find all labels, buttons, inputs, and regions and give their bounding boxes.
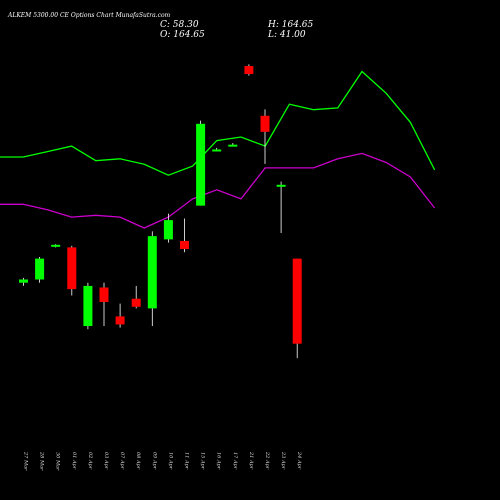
candle-body (115, 316, 125, 325)
candle-body (212, 149, 222, 152)
x-tick-label: 27 Mar (23, 451, 29, 471)
low-readout: L: 41.00 (267, 30, 306, 40)
x-tick-label: 07 Apr (119, 452, 125, 470)
candle (276, 181, 286, 233)
candle-body (180, 240, 189, 249)
candle-body (99, 287, 109, 302)
candle (51, 244, 61, 248)
candle-body (276, 184, 286, 187)
bands-layer (0, 70, 436, 229)
candle (83, 282, 93, 330)
x-tick-label: 01 Apr (71, 452, 77, 470)
candle-body (83, 285, 93, 327)
candle-body (292, 258, 302, 344)
candle (180, 218, 189, 253)
x-tick-label: 11 Apr (184, 452, 190, 470)
candles-layer (19, 64, 302, 359)
candle (67, 245, 77, 296)
candle-body (19, 279, 28, 283)
x-tick-label: 23 Apr (280, 451, 286, 470)
candle (212, 147, 222, 152)
candle-body (163, 220, 173, 240)
candle-body (147, 236, 157, 309)
candle (115, 303, 125, 328)
candle (163, 213, 173, 243)
candle-body (67, 247, 77, 290)
lower-band-line (0, 152, 436, 229)
candle (19, 277, 28, 286)
x-tick-label: 21 Apr (248, 451, 254, 470)
chart-title: ALKEM 5300.00 CE Options Chart MunafaSut… (7, 12, 171, 19)
candle (99, 282, 109, 327)
x-tick-label: 28 Mar (39, 451, 45, 471)
high-readout: H: 164.65 (267, 20, 314, 30)
x-tick-label: 24 Apr (296, 451, 302, 470)
candle-body (228, 144, 238, 147)
x-tick-label: 22 Apr (264, 451, 270, 470)
candle (260, 109, 270, 164)
x-tick-label: 16 Apr (216, 452, 222, 470)
candle-body (131, 298, 141, 307)
candle (292, 258, 302, 359)
x-tick-label: 30 Mar (55, 452, 61, 471)
candle (228, 143, 238, 147)
x-tick-label: 03 Apr (103, 452, 109, 470)
x-tick-label: 02 Apr (87, 452, 93, 470)
close-readout: C: 58.30 (160, 20, 199, 30)
x-tick-labels: 27 Mar 28 Mar 30 Mar 01 Apr 02 Apr 03 Apr 07 A… (23, 451, 303, 471)
x-tick-label: 08 Apr (135, 452, 141, 470)
upper-band-line (0, 70, 436, 176)
candle (147, 231, 157, 327)
candle-body (196, 123, 206, 206)
candle-body (260, 115, 270, 132)
candle (196, 120, 206, 206)
candle (244, 64, 254, 76)
candle-body (51, 244, 61, 247)
x-tick-label: 15 Apr (200, 452, 206, 470)
candle-body (35, 258, 45, 280)
open-readout: O: 164.65 (160, 30, 205, 40)
candle (131, 285, 141, 309)
x-tick-label: 17 Apr (232, 452, 238, 470)
candle (35, 257, 45, 283)
x-tick-label: 09 Apr (151, 452, 157, 470)
candle-body (244, 66, 254, 75)
x-tick-label: 10 Apr (167, 452, 173, 470)
